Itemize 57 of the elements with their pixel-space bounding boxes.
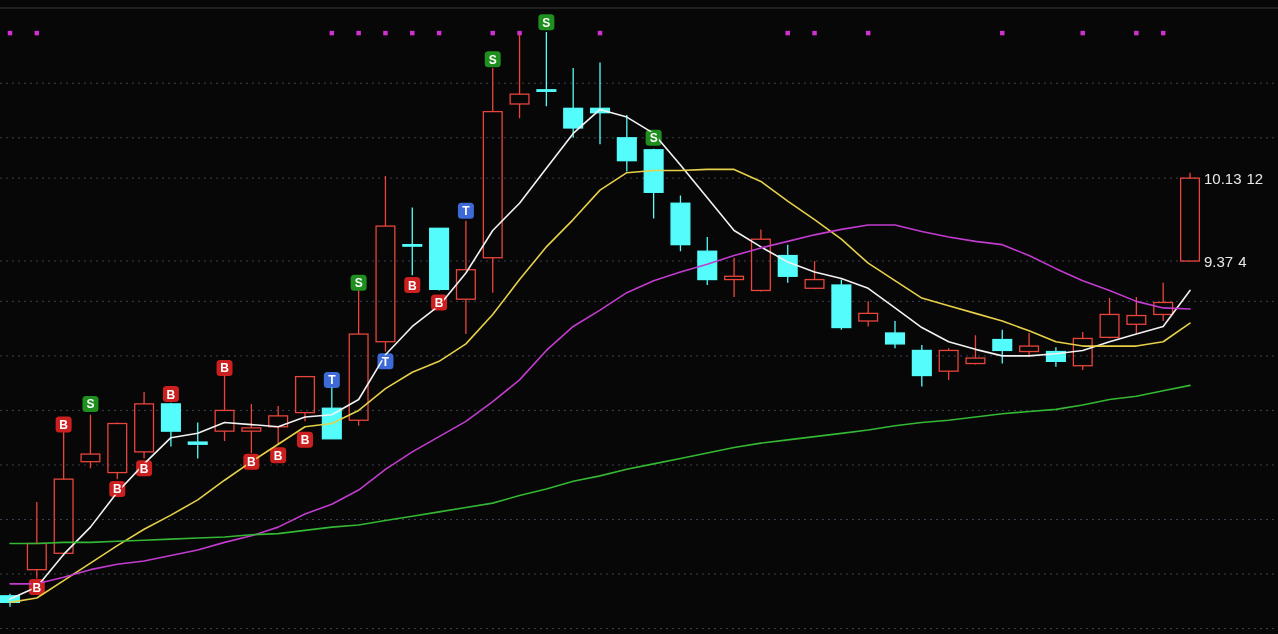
data-label: S: [354, 276, 363, 291]
data-label: S: [488, 52, 497, 67]
point: [1134, 30, 1139, 36]
candlestick: [134, 391, 155, 460]
data-label: S: [86, 397, 95, 412]
y-tick-label: 9.37: [1204, 252, 1234, 270]
candlestick: [1126, 296, 1147, 334]
data-label: B: [273, 448, 283, 463]
data-label: B: [166, 387, 176, 402]
line-series: [9, 384, 1191, 545]
candlestick: [884, 320, 906, 349]
point: [517, 30, 522, 36]
point: [356, 30, 361, 36]
candlestick: [160, 403, 181, 448]
data-label: T: [328, 373, 337, 388]
point: [1080, 30, 1085, 36]
point: [785, 30, 790, 36]
point: [410, 30, 415, 36]
candlestick: [455, 220, 476, 335]
data-label: B: [407, 278, 417, 293]
text: 4: [1238, 252, 1247, 270]
candlestick: [268, 405, 289, 445]
candlestick: [375, 175, 396, 353]
candlestick: [509, 33, 530, 119]
candlestick: [241, 403, 262, 454]
data-label: T: [462, 204, 471, 219]
data-label: B: [59, 418, 69, 433]
candlestick: [482, 67, 503, 294]
point: [812, 30, 817, 36]
data-label: S: [649, 131, 658, 146]
data-label: B: [220, 361, 230, 376]
candlestick: [697, 236, 718, 286]
candlestick: [563, 67, 584, 139]
candlestick: [536, 31, 557, 107]
candlestick: [402, 206, 423, 276]
candlestick: [187, 421, 208, 460]
point: [490, 30, 495, 36]
candlestick: [616, 114, 637, 173]
candlestick: [643, 149, 664, 220]
point: [383, 30, 388, 36]
data-label: T: [381, 354, 390, 369]
data-label: S: [542, 15, 551, 30]
candlestick: [1179, 172, 1201, 262]
candlestick: [804, 260, 825, 289]
data-label: B: [139, 461, 149, 476]
candlestick: [965, 334, 986, 365]
candlestick: [1153, 282, 1174, 322]
text: 12: [1246, 169, 1264, 187]
candlestick: [294, 375, 316, 422]
candlestick: [1019, 332, 1040, 358]
point: [1000, 30, 1005, 36]
candlestick: [724, 257, 745, 298]
y-tick-label: 10.13: [1204, 169, 1242, 187]
candlestick: [750, 228, 771, 292]
data-label: B: [300, 433, 310, 448]
candlestick: [80, 414, 101, 469]
candlestick: [992, 329, 1013, 365]
